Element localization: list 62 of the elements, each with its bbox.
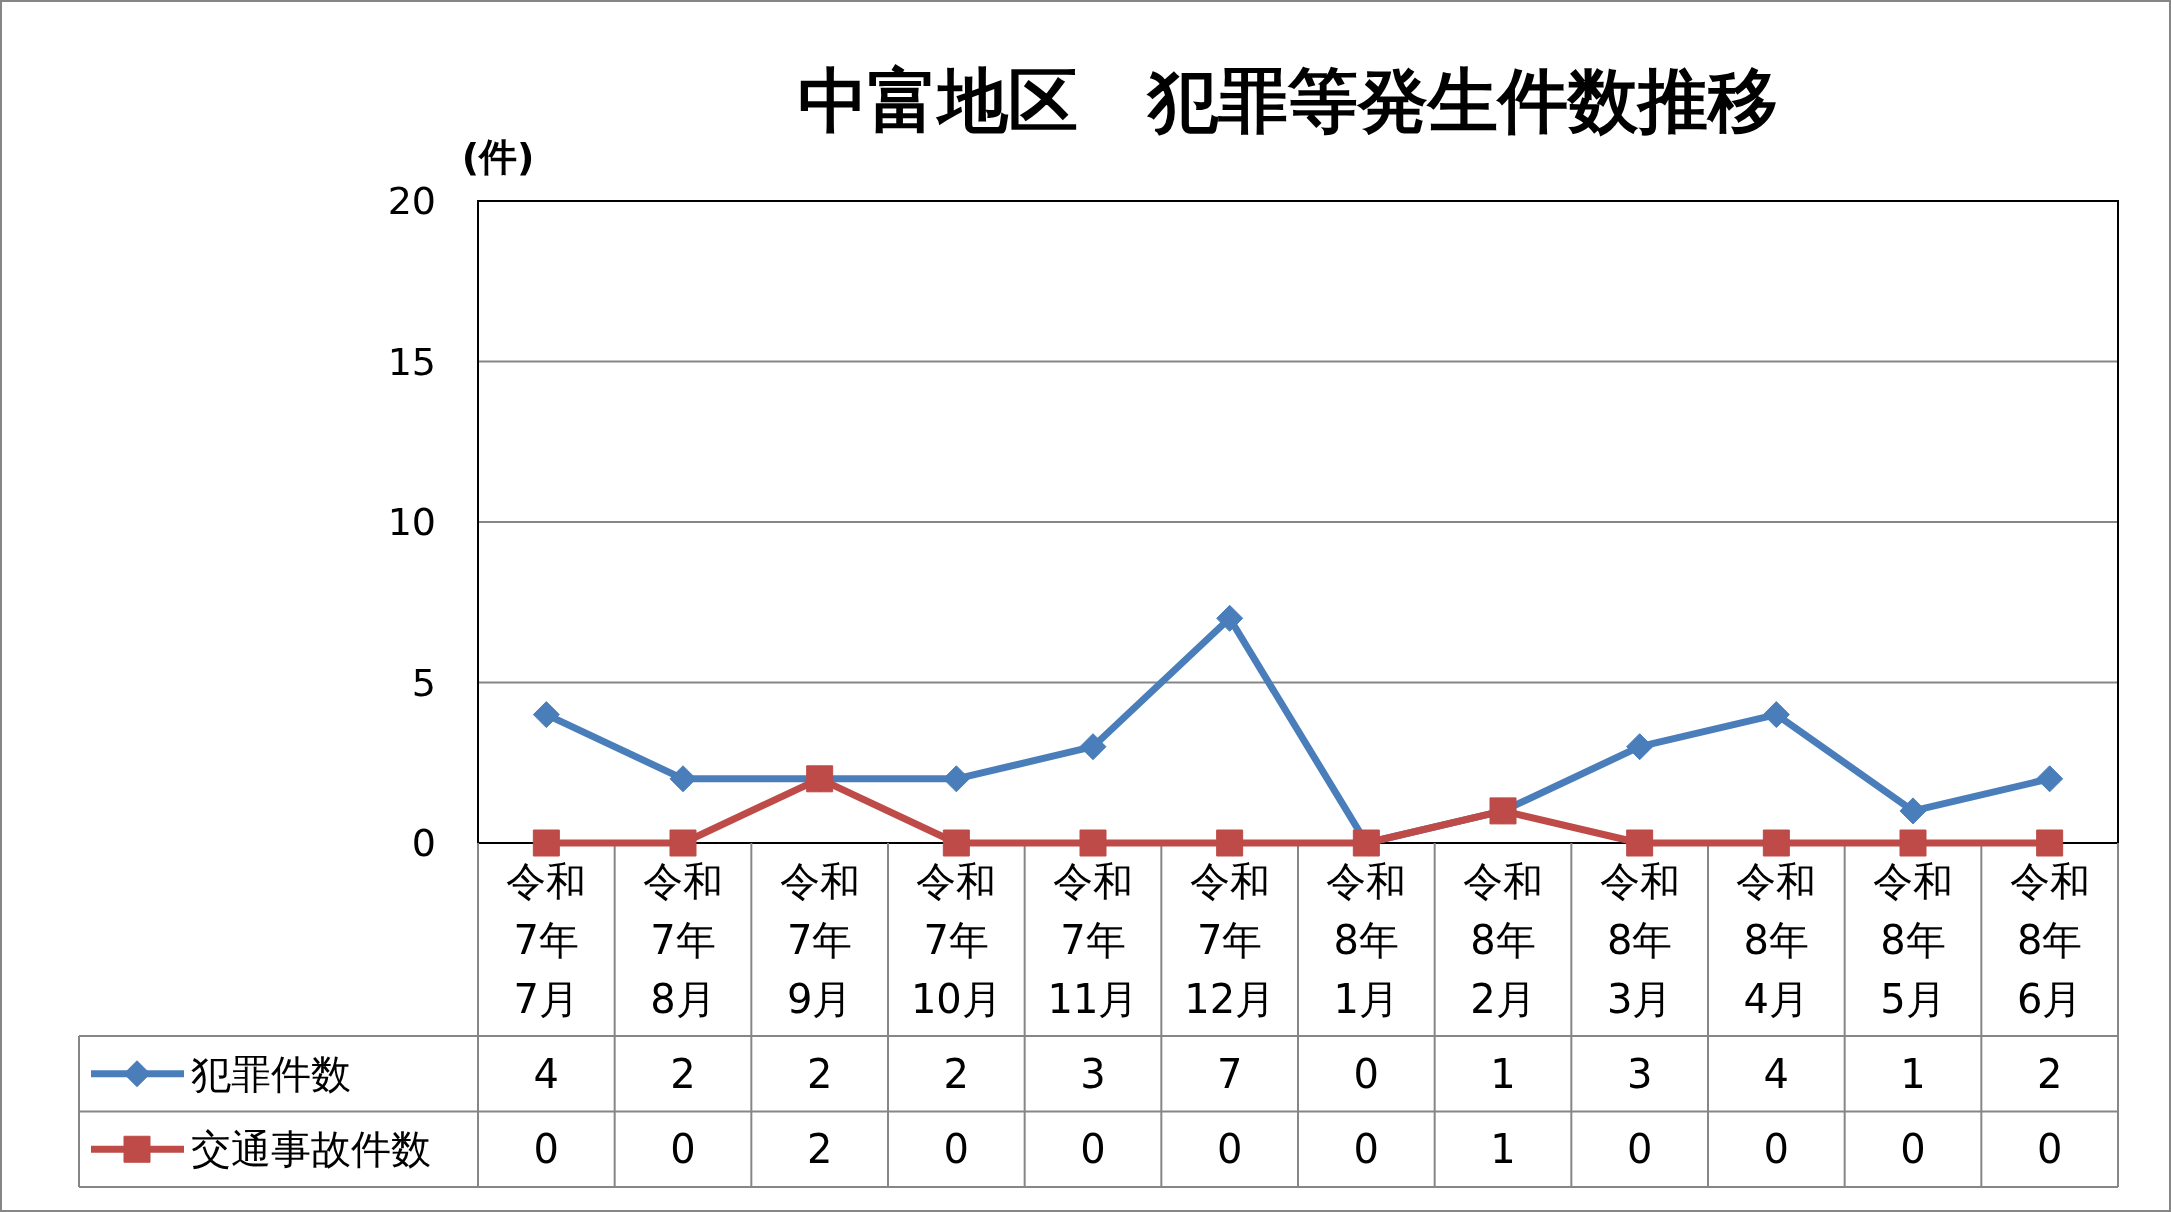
data-label: 3 (1626, 1050, 1653, 1097)
x-tick-label: 令和7年10月 (910, 858, 1002, 1022)
point (1079, 733, 1107, 761)
data-label: 0 (1216, 1126, 1243, 1173)
x-tick-label: 令和8年1月 (1326, 858, 1407, 1022)
point (1626, 733, 1654, 761)
data-label: 3 (1080, 1050, 1106, 1097)
y-tick-label: 20 (387, 179, 436, 223)
data-label: 0 (2036, 1126, 2063, 1173)
point (1899, 797, 1927, 825)
y-tick-label: 10 (387, 500, 436, 544)
point (532, 829, 560, 857)
point (669, 765, 697, 793)
point (532, 701, 560, 729)
legend-label: 交通事故件数 (191, 1126, 431, 1173)
y-axis-title: (件) (461, 135, 535, 179)
data-label: 4 (533, 1050, 560, 1097)
point (2036, 765, 2064, 793)
y-tick-label: 0 (411, 821, 436, 865)
x-tick-label: 令和8年3月 (1599, 858, 1680, 1022)
point (1216, 604, 1244, 632)
point (942, 829, 970, 857)
data-label: 1 (1490, 1050, 1516, 1097)
data-label: 1 (1900, 1050, 1926, 1097)
data-label: 0 (1353, 1126, 1380, 1173)
x-tick-label: 令和7年12月 (1184, 858, 1276, 1022)
data-label: 0 (1763, 1126, 1790, 1173)
point (1762, 829, 1790, 857)
point (1899, 829, 1927, 857)
chart-title: 中富地区 犯罪等発生件数推移 (798, 60, 1778, 142)
data-label: 0 (1353, 1050, 1380, 1097)
x-tick-label: 令和7年9月 (779, 858, 860, 1022)
x-tick-label: 令和7年8月 (643, 858, 723, 1022)
data-label: 0 (533, 1126, 560, 1173)
data-label: 2 (943, 1050, 970, 1097)
point (1762, 701, 1790, 729)
x-tick-label: 令和8年5月 (1873, 858, 1953, 1022)
legend-label: 犯罪件数 (191, 1050, 351, 1097)
data-label: 0 (1900, 1126, 1926, 1173)
point (1626, 829, 1654, 857)
data-label: 0 (1080, 1126, 1106, 1173)
x-tick-label: 令和8年4月 (1736, 858, 1817, 1022)
y-tick-label: 5 (411, 660, 436, 705)
data-label: 2 (806, 1050, 833, 1097)
x-tick-label: 令和8年2月 (1463, 858, 1543, 1022)
data-label: 2 (2036, 1050, 2063, 1097)
point (2036, 829, 2064, 857)
y-tick-label: 15 (387, 339, 436, 384)
x-tick-label: 令和7年11月 (1047, 858, 1139, 1022)
data-label: 0 (670, 1126, 696, 1173)
data-label: 0 (943, 1126, 970, 1173)
data-label: 2 (670, 1050, 696, 1097)
data-label: 1 (1490, 1126, 1516, 1173)
data-label: 2 (806, 1126, 833, 1173)
x-tick-label: 令和7年7月 (506, 858, 587, 1022)
data-label: 7 (1216, 1050, 1243, 1097)
point (1079, 829, 1107, 857)
x-tick-label: 令和8年6月 (2009, 858, 2090, 1022)
data-label: 4 (1763, 1050, 1790, 1097)
data-label: 0 (1626, 1126, 1653, 1173)
point (669, 829, 697, 857)
point (1216, 829, 1244, 857)
